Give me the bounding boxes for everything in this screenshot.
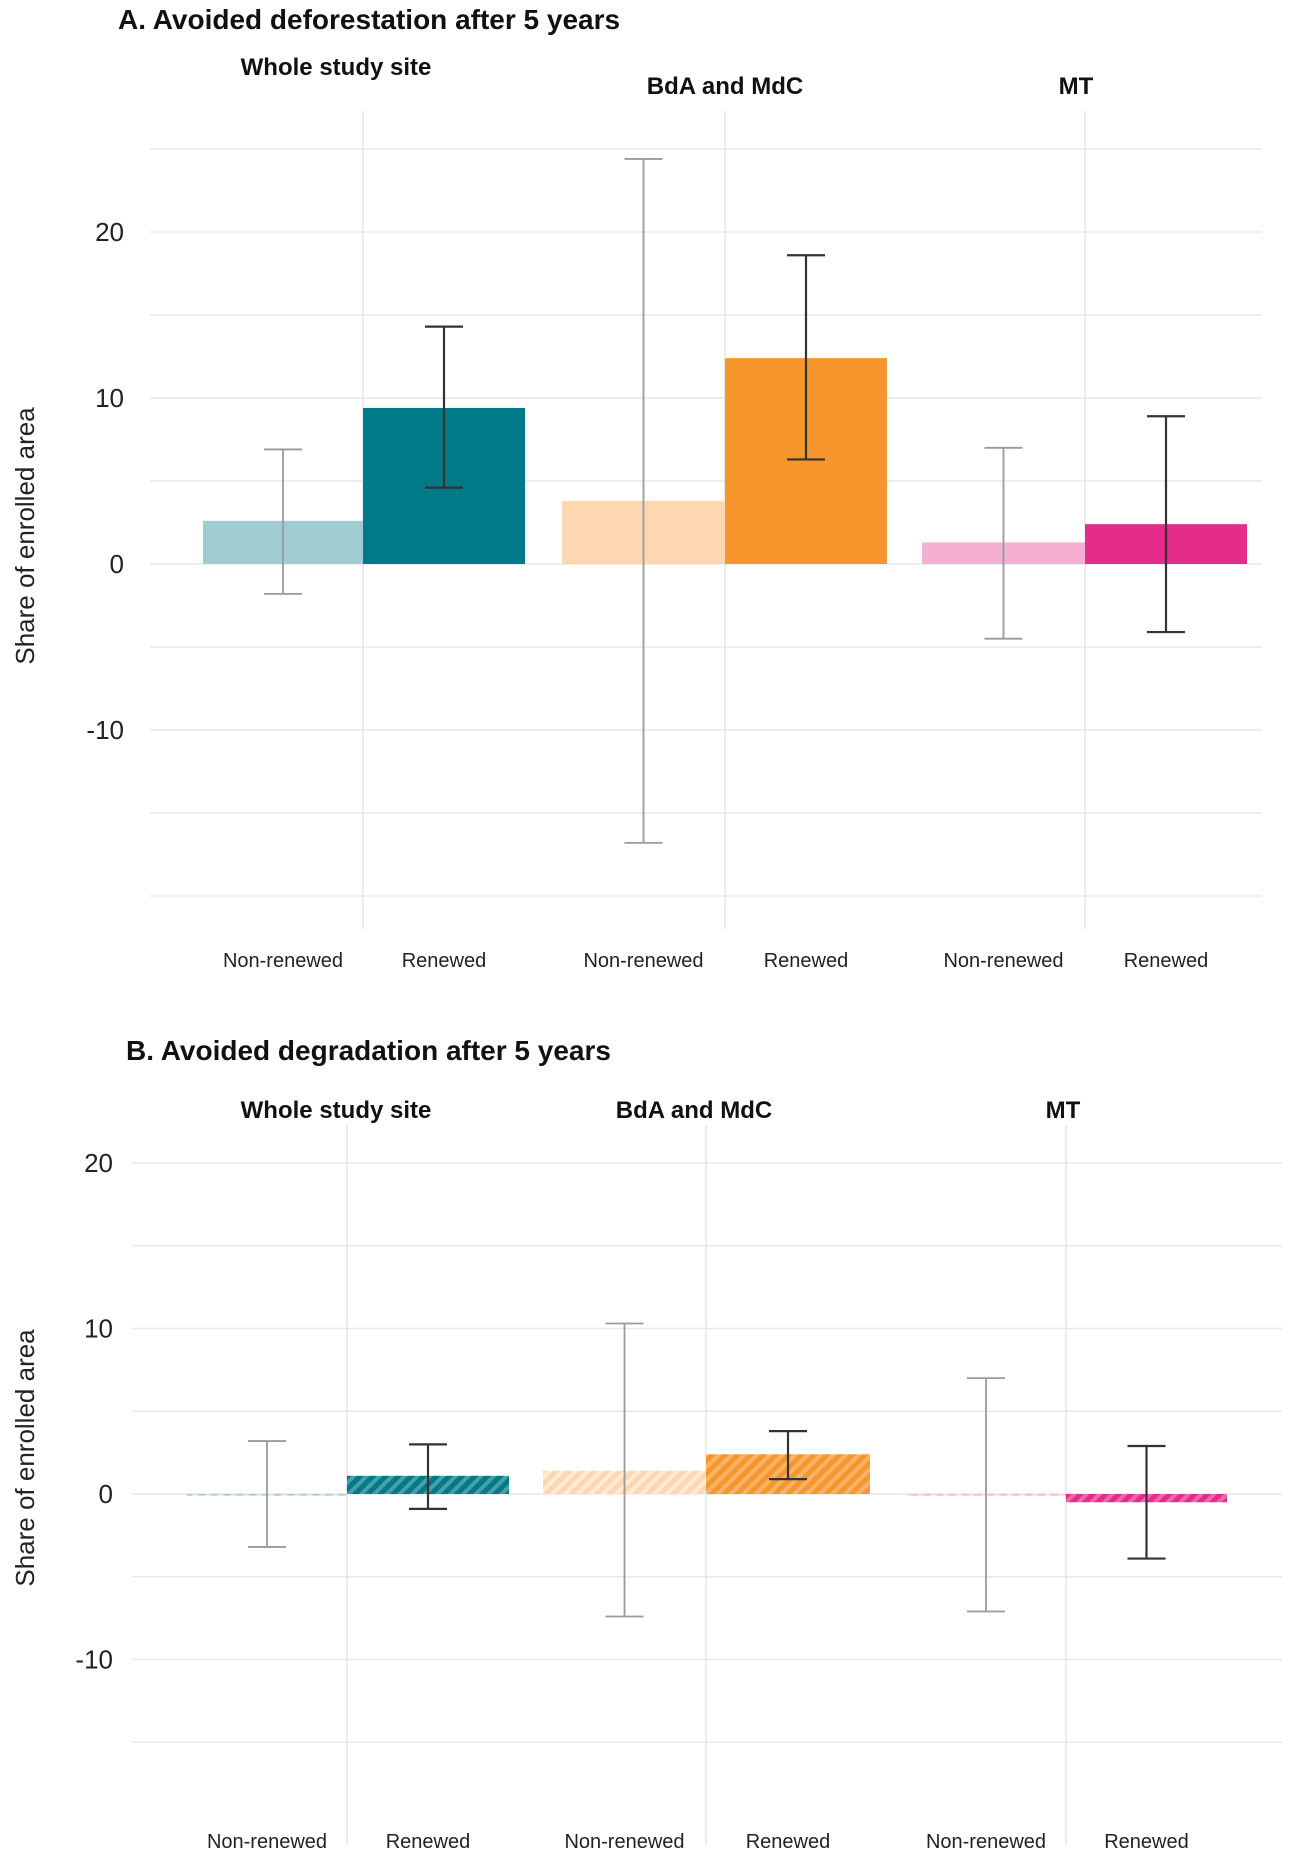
panel-b-title: B. Avoided degradation after 5 years [126, 1035, 611, 1066]
category-label: Non-renewed [583, 950, 703, 972]
category-label: Non-renewed [943, 950, 1063, 972]
category-label: Non-renewed [926, 1831, 1046, 1853]
panel-b-bars [187, 1454, 1227, 1503]
panel-a-category-labels: Non-renewed Renewed Non-renewed Renewed Non-… [223, 950, 1208, 972]
error-bar-whole-study-site-renewed [425, 325, 463, 489]
panel-a-y-axis-label: Share of enrolled area [10, 407, 40, 665]
error-bar-bda-and-mdc-non-renewed [624, 158, 663, 844]
category-label: Renewed [386, 1831, 471, 1853]
panel-b-facet-mt: MT [1046, 1097, 1081, 1124]
category-label: Non-renewed [207, 1831, 327, 1853]
panel-a-facet-mt: MT [1059, 73, 1094, 100]
panel-b-category-labels: Non-renewed Renewed Non-renewed Renewed Non-… [207, 1831, 1189, 1853]
error-bar-bda-and-mdc-renewed [769, 1430, 807, 1481]
error-bar-bda-and-mdc-non-renewed [605, 1322, 644, 1618]
panel-a-error-bars [264, 158, 1185, 844]
error-bar-whole-study-site-renewed [409, 1443, 447, 1510]
panel-a-bars [203, 358, 1247, 564]
panel-a-title: A. Avoided deforestation after 5 years [118, 4, 620, 35]
error-bar-whole-study-site-non-renewed [264, 448, 302, 595]
category-label: Renewed [1124, 950, 1209, 972]
category-label: Renewed [764, 950, 849, 972]
panel-b-error-bars [248, 1322, 1166, 1618]
error-bar-whole-study-site-non-renewed [248, 1440, 286, 1548]
category-label: Renewed [1104, 1831, 1189, 1853]
category-label: Non-renewed [223, 950, 343, 972]
y-tick-label: -10 [86, 715, 124, 745]
panel-a-y-ticks: -10 0 20 10 [86, 217, 124, 745]
y-tick-label: 20 [84, 1148, 113, 1178]
y-tick-label: -10 [75, 1645, 113, 1675]
category-label: Renewed [402, 950, 487, 972]
y-tick-label: 20 [95, 217, 124, 247]
panel-a-facet-whole-study-site: Whole study site [241, 54, 432, 81]
panel-a: A. Avoided deforestation after 5 years S… [10, 4, 1262, 972]
category-label: Renewed [746, 1831, 831, 1853]
y-tick-label: 10 [84, 1314, 113, 1344]
panel-b-y-ticks: -10 0 20 10 [75, 1148, 113, 1675]
panel-b-y-axis-label: Share of enrolled area [10, 1329, 40, 1587]
error-bar-bda-and-mdc-renewed [787, 254, 825, 461]
y-tick-label: 10 [95, 383, 124, 413]
y-tick-label: 0 [110, 549, 124, 579]
error-bar-mt-non-renewed [967, 1377, 1005, 1613]
panel-b-facet-bda-and-mdc: BdA and MdC [616, 1097, 772, 1124]
panel-b-facet-whole-study-site: Whole study site [241, 1097, 432, 1124]
panel-b: B. Avoided degradation after 5 years Sha… [10, 1035, 1282, 1853]
y-tick-label: 0 [99, 1479, 113, 1509]
error-bar-mt-renewed [1127, 1444, 1166, 1560]
error-bar-mt-renewed [1147, 415, 1185, 634]
category-label: Non-renewed [564, 1831, 684, 1853]
error-bar-mt-non-renewed [984, 446, 1023, 640]
panel-a-facet-bda-and-mdc: BdA and MdC [647, 73, 803, 100]
